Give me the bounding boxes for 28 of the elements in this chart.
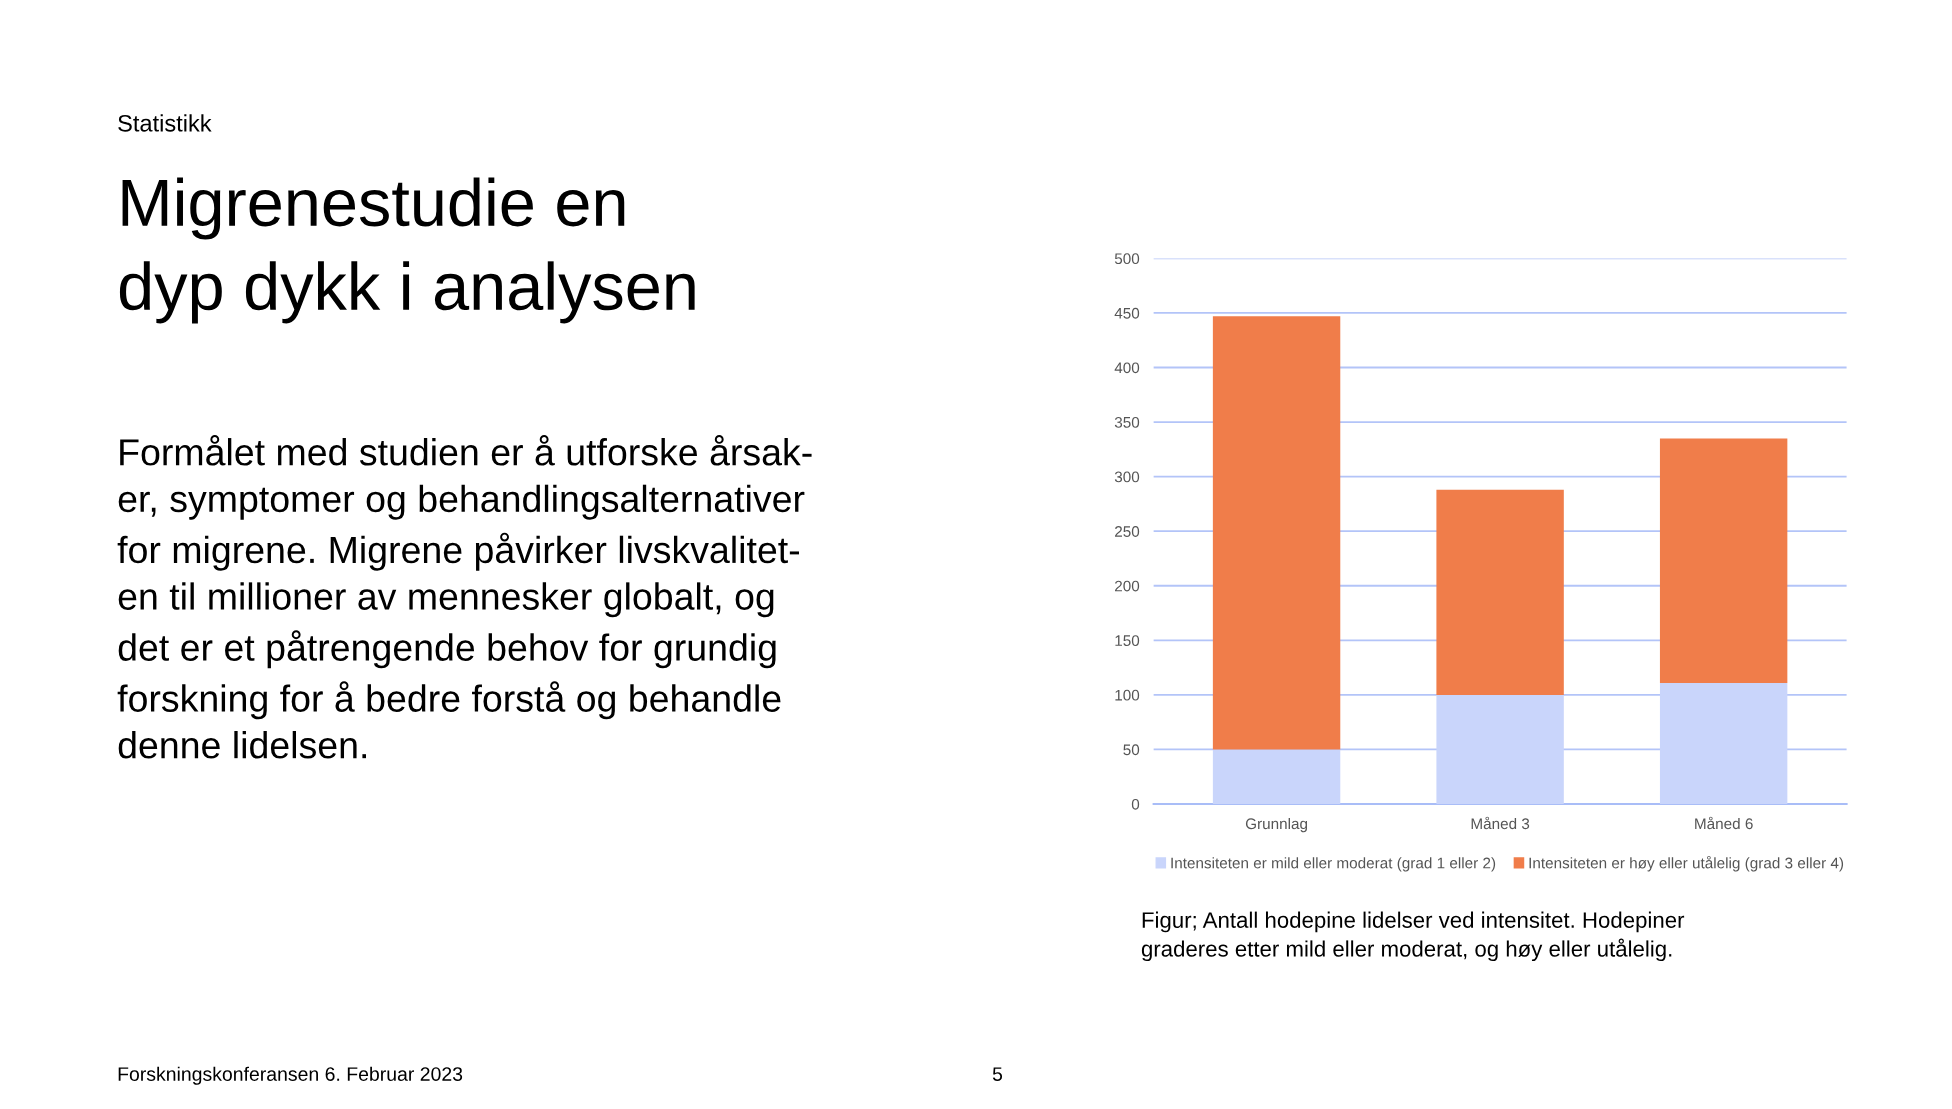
x-tick-label: Måned 3 [1471,816,1530,830]
x-tick-label: Måned 6 [1695,816,1753,830]
bar [1659,682,1788,805]
y-tick-label: 400 [1114,362,1140,374]
y-tick-label: 200 [1115,580,1140,592]
bar [1436,489,1564,695]
y-tick-label: 300 [1114,471,1140,483]
text: Migrenestudie en dyp dykk i analysen [119,177,695,324]
y-tick-label: 500 [1114,253,1140,265]
x-tick-label: Grunnlag [1245,817,1308,833]
text: Formålet med studien er å utforske årsak- er, symptomer og behandlingsalternativer for migrene. Migrene påvirker livskvalitet- en til millioner av mennesker globalt, og det er et påtrengende behov for grundig forskning for å bedre forstå og behandle denne lidelsen. [117,435,812,759]
legend-label: Intensiteten er høy eller utålelig (grad 3 eller 4) [1529,855,1844,872]
text: Forskningskonferansen 6. Februar 2023 [118,1066,463,1085]
y-tick-label: 350 [1114,416,1140,428]
legend-label: Intensiteten er mild eller moderat (grad 1 eller 2) [1171,857,1496,872]
bar [1212,316,1341,750]
text: Figur; Antall hodepine lidelser ved intensitet. Hodepiner graderes etter mild eller moderat, og høy eller utålelig. [1141,911,1685,962]
bar [1212,749,1341,805]
text: Statistikk [118,114,212,132]
text: 5 [992,1067,1003,1081]
bar [1436,694,1564,805]
y-tick-label: 50 [1123,744,1140,756]
y-tick-label: 100 [1115,689,1140,701]
y-tick-label: 150 [1115,635,1140,647]
y-tick-label: 0 [1131,798,1140,810]
y-tick-label: 450 [1114,307,1140,319]
bar [1659,438,1788,683]
y-tick-label: 250 [1115,526,1140,537]
